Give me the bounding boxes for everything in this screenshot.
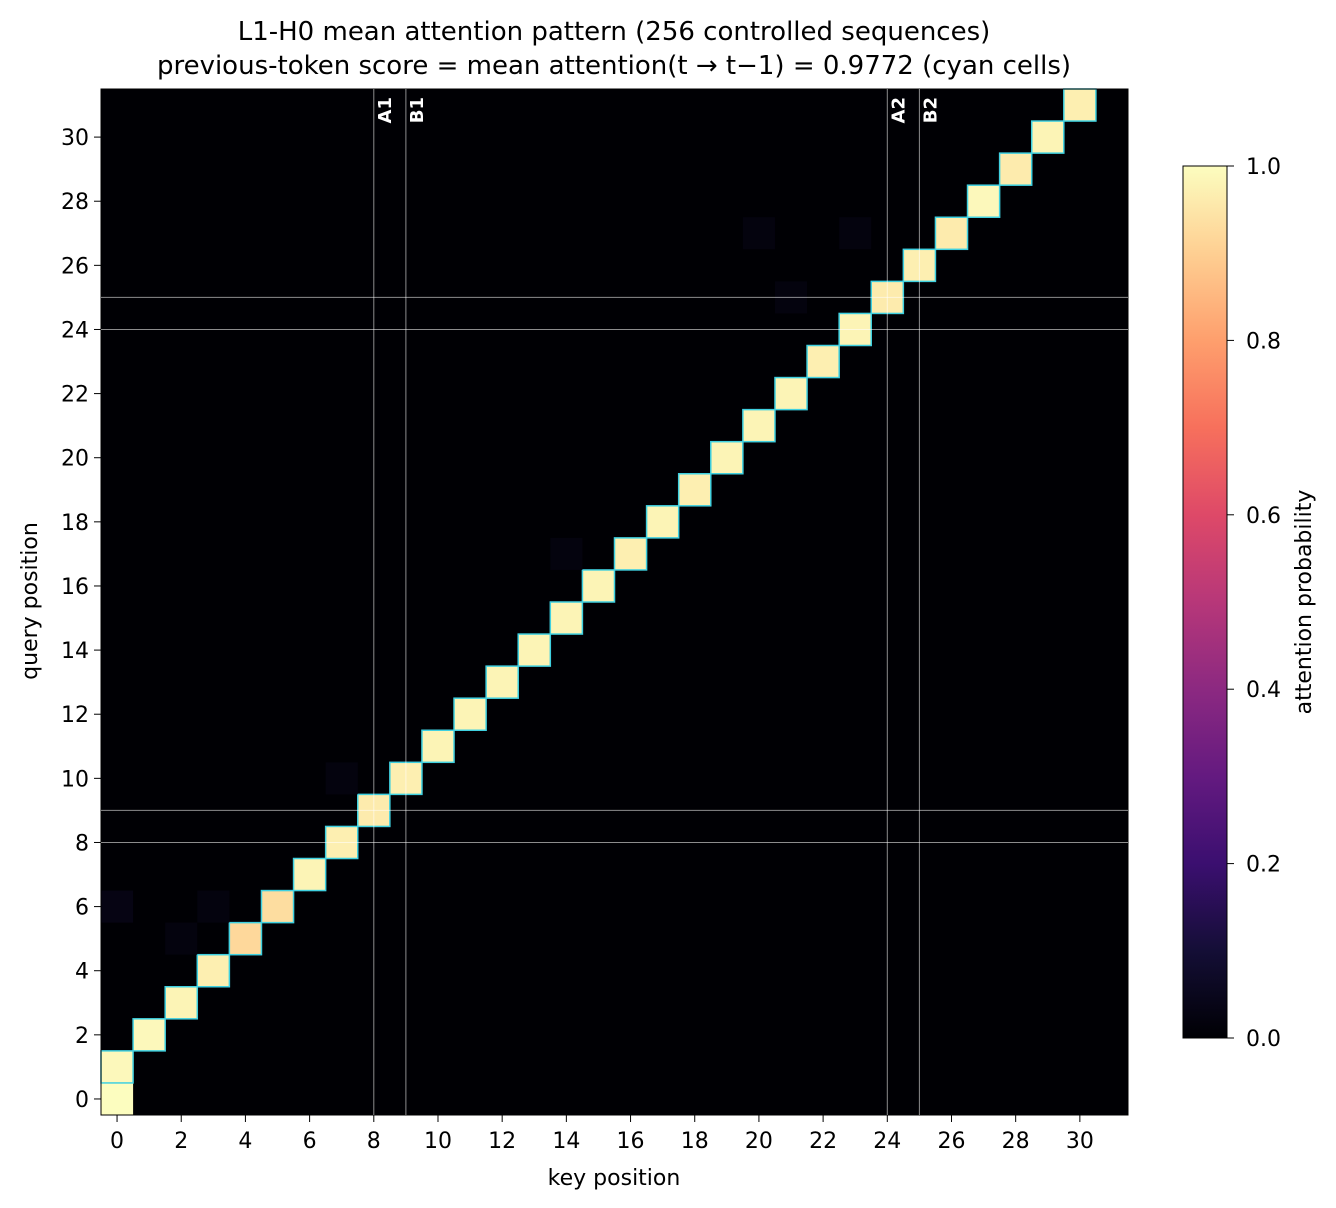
y-tick-label: 4 [75,960,89,985]
y-axis-label: query position [18,522,43,680]
heatmap-cell-prev-token [1063,88,1097,122]
heatmap-cell-prev-token [453,697,487,731]
y-tick-label: 18 [61,511,89,536]
heatmap-cell-prev-token [934,216,969,251]
plot-frame [100,88,1129,1116]
x-tick-label: 18 [681,1129,709,1154]
heatmap-cell [839,217,872,250]
marker-label: A1 [375,97,396,123]
colorbar-tick-label: 0.6 [1246,504,1281,529]
y-tick-label: 10 [61,767,89,792]
heatmap-cell-prev-token [260,889,295,924]
x-tick-label: 26 [937,1129,965,1154]
y-tick-label: 22 [61,383,89,408]
heatmap-cell-prev-token [806,344,840,379]
colorbar-ticks: 0.0 0.2 0.4 0.6 0.8 1.0 [1227,155,1281,1052]
x-tick-label: 8 [367,1129,381,1154]
y-tick-label: 12 [61,703,89,728]
colorbar-tick-label: 0.0 [1246,1027,1281,1052]
heatmap-plot-area [100,88,1129,1116]
heatmap-cell-prev-token [132,1018,166,1052]
y-tick-label: 30 [61,126,89,151]
x-tick-label: 24 [873,1129,901,1154]
x-tick-label: 28 [1002,1129,1030,1154]
y-tick-label: 16 [61,575,89,600]
heatmap-cell-prev-token [1030,120,1065,154]
colorbar-tick-label: 0.2 [1246,853,1281,878]
heatmap-cell-prev-token [292,857,327,892]
heatmap-cell-prev-token [100,1050,134,1084]
heatmap-cell [101,1082,134,1115]
y-tick-label: 6 [75,896,89,921]
x-tick-label: 12 [488,1129,516,1154]
heatmap-cell-prev-token [196,953,231,988]
heatmap-cell-prev-token [998,152,1033,186]
heatmap-cell-prev-token [966,184,1001,218]
heatmap-cell [550,537,583,570]
y-tick-label: 0 [75,1088,89,1113]
x-tick-label: 22 [809,1129,837,1154]
x-axis-label: key position [548,1166,681,1191]
x-tick-label: 0 [110,1129,124,1154]
heatmap-cell-prev-token [517,633,552,667]
colorbar-label: attention probability [1292,490,1317,715]
x-tick-label: 14 [552,1129,580,1154]
y-tick-label: 2 [75,1024,89,1049]
y-tick-label: 26 [61,254,89,279]
heatmap-cell-prev-token [742,408,776,443]
marker-lines [101,89,1128,1115]
heatmap-cell-prev-token [774,376,808,411]
heatmap-cell [325,762,358,795]
chart-title: L1-H0 mean attention pattern (256 contro… [238,17,991,47]
y-tick-label: 8 [75,831,89,856]
x-tick-label: 20 [745,1129,773,1154]
x-tick-label: 10 [424,1129,452,1154]
colorbar-tick-label: 0.8 [1246,329,1281,354]
heatmap-cell-prev-token [645,505,680,539]
heatmap-cell [742,217,775,250]
heatmap-cell-prev-token [581,569,616,603]
colorbar [1182,165,1228,1039]
marker-label: A2 [888,97,909,123]
colorbar-tick-label: 0.4 [1246,678,1281,703]
heatmap-cell-prev-token [710,440,744,475]
heatmap-cell-prev-token [228,921,263,956]
y-tick-label: 24 [61,318,89,343]
heatmap-cell-prev-token [613,537,648,571]
y-tick-label: 28 [61,190,89,215]
heatmap-cell [101,890,134,923]
heatmap-cell-prev-token [677,473,712,507]
x-axis: 0 2 4 6 8 10 12 14 16 18 20 22 24 26 28 30 [110,1115,1094,1154]
heatmap-cell-prev-token [421,729,455,764]
marker-label: B2 [920,97,941,123]
y-tick-label: 20 [61,447,89,472]
heatmap-cell-prev-token [549,601,584,635]
marker-labels: A1 B1 A2 B2 [375,97,942,123]
heatmap-cell [165,922,198,955]
y-tick-label: 14 [61,639,89,664]
x-tick-label: 30 [1066,1129,1094,1154]
x-tick-label: 2 [174,1129,188,1154]
colorbar-tick-label: 1.0 [1246,155,1281,180]
x-tick-label: 6 [303,1129,317,1154]
heatmap-cell [197,890,230,923]
marker-label: B1 [407,97,428,123]
x-tick-label: 4 [238,1129,252,1154]
chart-subtitle: previous-token score = mean attention(t … [157,51,1071,81]
heatmap-cell-prev-token [485,665,519,699]
heatmap-cell-prev-token [164,986,199,1020]
x-tick-label: 16 [617,1129,645,1154]
